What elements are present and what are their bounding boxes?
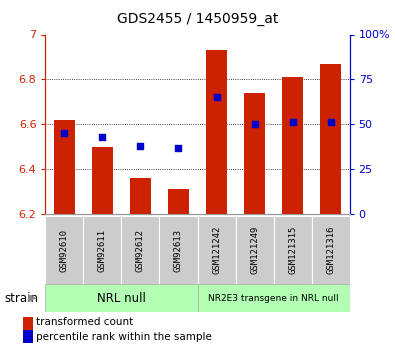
Text: percentile rank within the sample: percentile rank within the sample bbox=[36, 332, 213, 342]
Bar bbox=[198, 284, 350, 312]
Bar bbox=[54, 120, 75, 214]
Point bbox=[290, 120, 296, 125]
Text: GSM92611: GSM92611 bbox=[98, 229, 107, 272]
Bar bbox=[23, 317, 33, 330]
Text: GSM121316: GSM121316 bbox=[326, 226, 335, 274]
Bar bbox=[160, 216, 198, 285]
Text: GSM121242: GSM121242 bbox=[212, 226, 221, 274]
Bar bbox=[273, 216, 312, 285]
Text: GSM92613: GSM92613 bbox=[174, 229, 183, 272]
Text: GSM92610: GSM92610 bbox=[60, 229, 69, 272]
Point bbox=[99, 134, 105, 139]
Point bbox=[327, 120, 334, 125]
Bar bbox=[244, 93, 265, 214]
Bar bbox=[130, 178, 151, 214]
Bar bbox=[312, 216, 350, 285]
Bar bbox=[198, 216, 235, 285]
Bar bbox=[206, 50, 227, 214]
Bar bbox=[282, 77, 303, 214]
Text: GDS2455 / 1450959_at: GDS2455 / 1450959_at bbox=[117, 12, 278, 26]
Text: NR2E3 transgene in NRL null: NR2E3 transgene in NRL null bbox=[208, 294, 339, 303]
Point bbox=[251, 121, 258, 127]
Bar bbox=[168, 189, 189, 214]
Bar bbox=[45, 216, 83, 285]
Text: GSM92612: GSM92612 bbox=[136, 229, 145, 272]
Bar bbox=[45, 284, 198, 312]
Text: transformed count: transformed count bbox=[36, 317, 134, 327]
Bar bbox=[92, 147, 113, 214]
Text: GSM121315: GSM121315 bbox=[288, 226, 297, 274]
Text: GSM121249: GSM121249 bbox=[250, 226, 259, 274]
Bar bbox=[320, 64, 341, 214]
Point bbox=[213, 95, 220, 100]
Point bbox=[175, 145, 182, 150]
Bar bbox=[235, 216, 274, 285]
Text: strain: strain bbox=[4, 292, 38, 305]
Point bbox=[137, 143, 144, 148]
Bar bbox=[23, 330, 33, 343]
Bar bbox=[122, 216, 160, 285]
Text: NRL null: NRL null bbox=[97, 292, 146, 305]
Bar bbox=[83, 216, 122, 285]
Point bbox=[61, 130, 68, 136]
Text: ▶: ▶ bbox=[28, 293, 37, 303]
